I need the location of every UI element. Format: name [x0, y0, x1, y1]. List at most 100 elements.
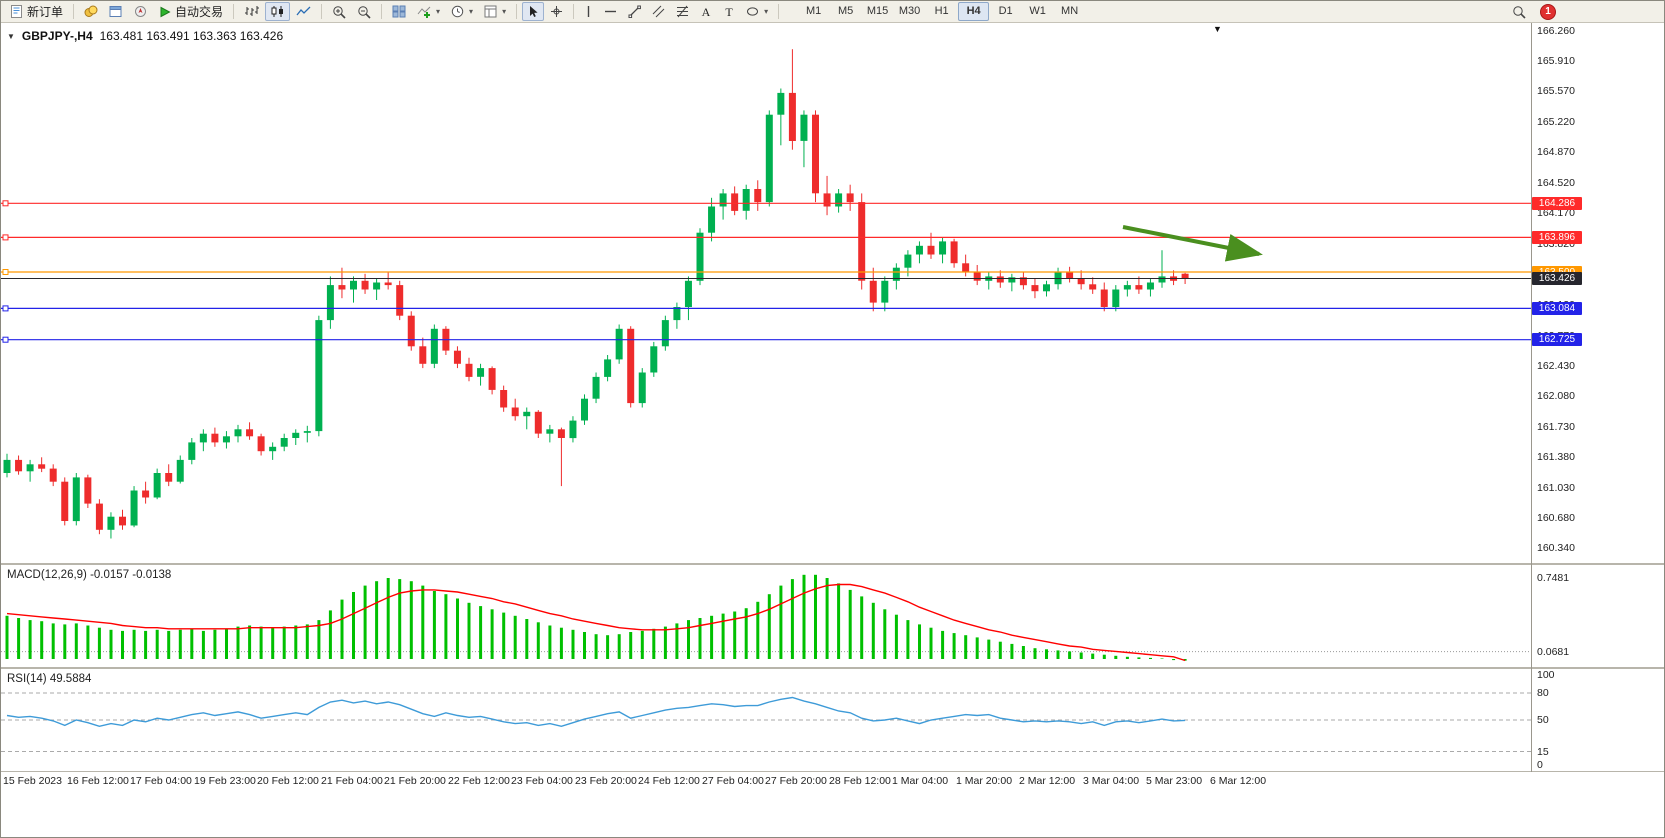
channel-button[interactable]	[647, 2, 670, 21]
time-axis-label: 27 Feb 04:00	[702, 775, 764, 787]
timeframe-d1-button[interactable]: D1	[998, 5, 1013, 17]
ohlc-collapse-icon[interactable]: ▼	[7, 31, 15, 41]
crosshair-icon	[551, 6, 563, 17]
hline-price-label[interactable]: 163.896	[1532, 231, 1582, 244]
search-button[interactable]	[1507, 2, 1531, 21]
toolbar-separator	[778, 4, 780, 19]
chart-shift-marker-icon[interactable]: ▼	[1213, 24, 1222, 34]
price-axis-label: 165.220	[1537, 116, 1575, 128]
time-axis-label: 24 Feb 12:00	[638, 775, 700, 787]
autotrade-play-icon	[160, 6, 171, 17]
horizontal-line-icon	[605, 10, 617, 13]
label-button[interactable]: T	[718, 2, 740, 21]
fibonacci-button[interactable]	[671, 2, 694, 21]
price-axis-label: 164.170	[1537, 207, 1575, 219]
macd-panel[interactable]: MACD(12,26,9) -0.0157 -0.0138	[1, 565, 1664, 667]
rsi-axis[interactable]: 100 80 50 15 0	[1531, 669, 1664, 771]
text-icon: A	[702, 5, 711, 18]
autotrade-label: 自动交易	[175, 5, 224, 19]
timeframe-m5-button[interactable]: M5	[837, 5, 854, 17]
rsi-axis-label: 15	[1537, 746, 1549, 758]
price-axis-label: 161.380	[1537, 451, 1575, 463]
new-order-button[interactable]: 新订单	[5, 2, 68, 21]
price-axis-label: 165.570	[1537, 85, 1575, 97]
autotrade-button[interactable]: 自动交易	[154, 2, 228, 21]
time-axis-label: 22 Feb 12:00	[448, 775, 510, 787]
time-axis-label: 16 Feb 12:00	[67, 775, 129, 787]
bar-chart-button[interactable]	[239, 2, 264, 21]
timeframe-m30-button[interactable]: M30	[898, 5, 921, 17]
vertical-line-button[interactable]	[579, 2, 598, 21]
navigator-icon	[135, 6, 147, 17]
toolbar: 新订单 自动交易	[1, 1, 1664, 23]
price-axis[interactable]: 166.260 165.910 165.570 165.220 164.870 164.5…	[1531, 23, 1664, 563]
shapes-icon	[747, 7, 759, 16]
cursor-button[interactable]	[522, 2, 545, 21]
hline-price-label[interactable]: 164.286	[1532, 197, 1582, 210]
timeframe-w1-button[interactable]: W1	[1029, 5, 1046, 17]
time-axis[interactable]: 15 Feb 2023 16 Feb 12:00 17 Feb 04:00 19 Fe…	[1, 772, 1664, 790]
timeframe-h1-button[interactable]: H1	[934, 5, 949, 17]
templates-button[interactable]: ▾	[479, 2, 511, 21]
candlestick-chart-button[interactable]	[265, 2, 291, 21]
channel-icon	[652, 5, 665, 18]
price-axis-label: 162.430	[1537, 360, 1575, 372]
line-chart-button[interactable]	[291, 2, 316, 21]
time-axis-label: 21 Feb 04:00	[321, 775, 383, 787]
new-order-icon	[11, 5, 22, 18]
time-axis-label: 23 Feb 20:00	[575, 775, 637, 787]
price-axis-label: 161.730	[1537, 421, 1575, 433]
price-axis-label: 160.680	[1537, 512, 1575, 524]
hline-price-label[interactable]: 162.725	[1532, 333, 1582, 346]
rsi-axis-label: 0	[1537, 759, 1543, 771]
time-axis-label: 28 Feb 12:00	[829, 775, 891, 787]
indicators-button[interactable]: ▾	[412, 2, 445, 21]
hline-price-label[interactable]: 163.084	[1532, 302, 1582, 315]
crosshair-button[interactable]	[545, 2, 568, 21]
time-axis-label: 2 Mar 12:00	[1019, 775, 1076, 787]
bar-chart-icon	[245, 6, 260, 16]
bottom-spacer	[1, 790, 1664, 837]
toolbar-separator	[573, 4, 575, 19]
navigator-button[interactable]	[129, 2, 153, 21]
clock-icon	[451, 5, 464, 18]
timeframe-mn-button[interactable]: MN	[1061, 5, 1079, 17]
rsi-label: RSI(14) 49.5884	[7, 673, 92, 685]
macd-chart[interactable]	[1, 565, 1531, 667]
toolbar-separator	[516, 4, 518, 19]
candlestick-chart[interactable]	[1, 23, 1531, 563]
text-button[interactable]: A	[695, 2, 717, 21]
price-axis-label: 164.870	[1537, 146, 1575, 158]
time-axis-label: 17 Feb 04:00	[130, 775, 192, 787]
timeframe-h4-button[interactable]: H4	[958, 2, 990, 21]
zoom-out-icon	[358, 5, 371, 19]
notification-badge[interactable]: 1	[1540, 3, 1556, 20]
main-chart-panel[interactable]: ▼ GBPJPY-,H4 163.481 163.491 163.363 163…	[1, 23, 1664, 563]
timeframe-m1-button[interactable]: M1	[805, 5, 822, 17]
rsi-panel[interactable]: RSI(14) 49.5884	[1, 669, 1664, 771]
trendline-button[interactable]	[623, 2, 646, 21]
timeframe-m15-button[interactable]: M15	[866, 5, 889, 17]
panel-divider[interactable]	[1, 667, 1664, 669]
zoom-in-icon	[333, 5, 346, 19]
shapes-button[interactable]: ▾	[741, 2, 773, 21]
market-watch-icon	[84, 5, 98, 17]
timeframes-menu-button[interactable]: ▾	[446, 2, 478, 21]
macd-axis[interactable]: 0.7481 0.0681	[1531, 565, 1664, 667]
panel-divider[interactable]	[1, 771, 1664, 772]
svg-text:T: T	[725, 5, 733, 18]
tile-windows-icon	[392, 5, 406, 18]
tile-windows-button[interactable]	[387, 2, 411, 21]
zoom-in-button[interactable]	[327, 2, 351, 21]
data-window-button[interactable]	[104, 2, 128, 21]
candlestick-chart-icon	[271, 6, 284, 17]
zoom-out-button[interactable]	[352, 2, 376, 21]
market-watch-button[interactable]	[79, 2, 103, 21]
rsi-chart[interactable]	[1, 669, 1531, 771]
price-axis-label: 162.080	[1537, 390, 1575, 402]
rsi-axis-label: 50	[1537, 714, 1549, 726]
time-axis-label: 1 Mar 20:00	[956, 775, 1013, 787]
horizontal-line-button[interactable]	[599, 2, 622, 21]
panel-divider[interactable]	[1, 563, 1664, 565]
